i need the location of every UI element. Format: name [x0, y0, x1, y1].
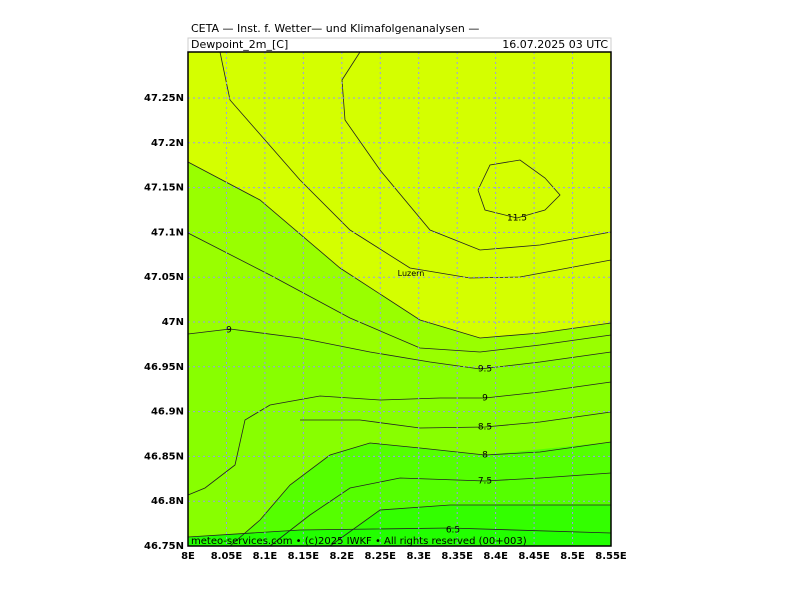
y-tick-label: 47.1N [151, 227, 184, 238]
y-tick-label: 46.8N [151, 496, 184, 507]
contour-label: 6.5 [446, 526, 460, 536]
x-tick-label: 8.4E [483, 551, 508, 562]
x-tick-label: 8.5E [560, 551, 585, 562]
y-tick-label: 47N [162, 317, 184, 328]
y-tick-label: 47.2N [151, 138, 184, 149]
y-tick-label: 47.05N [144, 272, 184, 283]
y-tick-label: 46.95N [144, 362, 184, 373]
grid [188, 52, 611, 546]
y-tick-label: 46.9N [151, 407, 184, 418]
y-tick-label: 47.15N [144, 183, 184, 194]
x-tick-label: 8.25E [365, 551, 397, 562]
contour-label: 8.5 [478, 423, 492, 433]
field-name: Dewpoint_2m_[C] [191, 38, 288, 51]
title: CETA — Inst. f. Wetter— und Klimafolgena… [191, 22, 479, 35]
footer: meteo-services.com • (c)2025 IWKF • All … [191, 536, 527, 547]
contour-label: 9 [482, 394, 488, 404]
map-frame [187, 51, 612, 547]
contour-label: 8 [482, 451, 488, 461]
x-tick-label: 8.35E [441, 551, 473, 562]
x-tick-label: 8E [181, 551, 195, 562]
x-tick-label: 8.55E [595, 551, 627, 562]
contour-label: 9.5 [478, 365, 492, 375]
y-tick-label: 47.25N [144, 93, 184, 104]
y-tick-label: 46.75N [144, 541, 184, 552]
contour-label: 11.5 [507, 214, 527, 224]
contour-label: 7.5 [478, 477, 492, 487]
x-tick-label: 8.1E [253, 551, 278, 562]
valid-time: 16.07.2025 03 UTC [502, 38, 608, 51]
x-tick-label: 8.3E [406, 551, 431, 562]
x-tick-label: 8.2E [330, 551, 355, 562]
y-tick-label: 46.85N [144, 451, 184, 462]
contour-label: 9 [226, 326, 232, 336]
contour-fill [188, 52, 611, 546]
x-tick-label: 8.15E [288, 551, 320, 562]
x-tick-label: 8.05E [211, 551, 243, 562]
place-label: Luzern [398, 269, 425, 278]
x-tick-label: 8.45E [518, 551, 550, 562]
